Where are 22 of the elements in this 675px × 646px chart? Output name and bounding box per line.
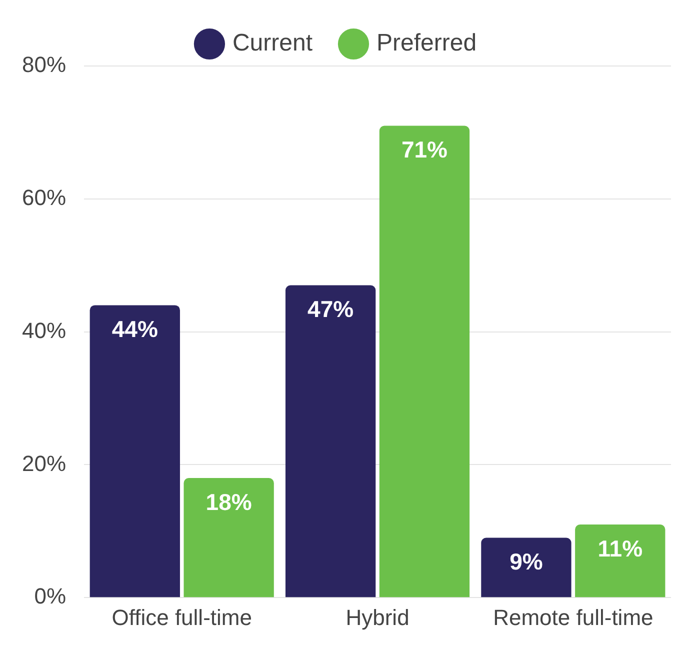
x-tick-label: Office full-time [112,604,252,630]
bar [184,478,274,598]
bar [285,285,376,598]
data-label: 18% [206,488,252,515]
data-label: 44% [112,316,158,342]
x-tick-label: Hybrid [346,604,410,630]
x-tick-label: Remote full-time [493,604,654,630]
bar [90,305,180,598]
data-label: 71% [401,136,448,163]
legend-label: Current [232,30,313,57]
y-tick-label: 20% [22,450,66,476]
y-tick-label: 0% [34,584,66,609]
legend-label: Preferred [376,30,477,57]
bar [481,538,572,598]
data-label: 11% [598,535,643,562]
y-tick-label: 80% [22,52,66,78]
data-label: 47% [308,296,354,322]
bar [379,126,470,598]
y-tick-label: 60% [22,184,66,210]
data-label: 9% [510,548,543,575]
y-tick-label: 40% [22,318,66,343]
bar [575,524,666,598]
